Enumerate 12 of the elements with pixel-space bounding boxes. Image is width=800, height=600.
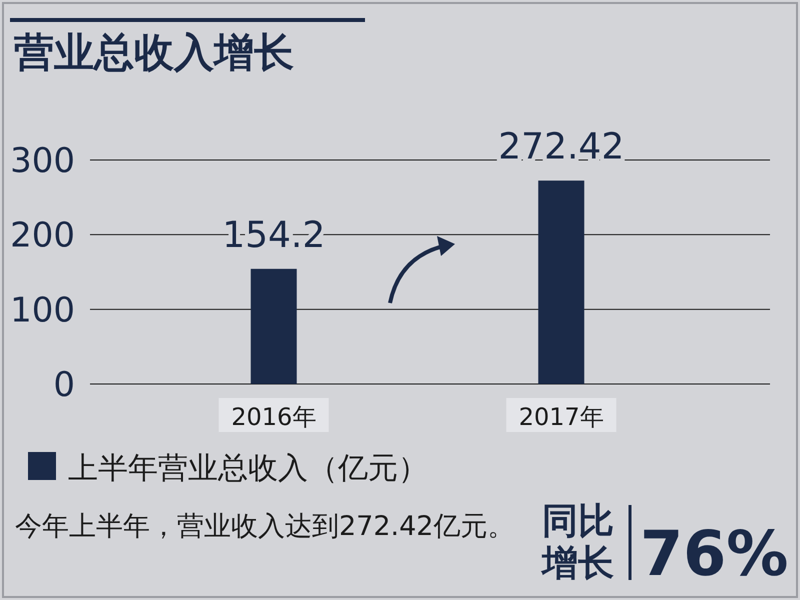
x-tick-label: 2017年 [518, 403, 604, 431]
text: 同比增长 [540, 501, 614, 584]
text: 今年上半年，营业收入达到272.42亿元。 [15, 511, 514, 542]
y-tick-label: 100 [10, 290, 75, 330]
x-tick-label: 2016年 [231, 403, 316, 431]
y-tick-label: 200 [10, 216, 75, 256]
data-label: 272.42 [498, 126, 624, 168]
legend-label: 上半年营业总收入（亿元） [68, 451, 428, 486]
y-tick-label: 0 [53, 365, 75, 405]
text: 76% [640, 517, 788, 590]
chart-title: 营业总收入增长 [14, 30, 294, 76]
y-tick-label: 300 [10, 141, 75, 181]
